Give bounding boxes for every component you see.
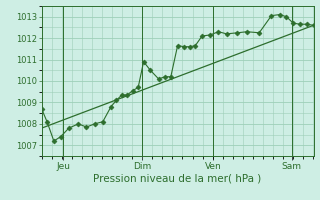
X-axis label: Pression niveau de la mer( hPa ): Pression niveau de la mer( hPa ) — [93, 173, 262, 183]
